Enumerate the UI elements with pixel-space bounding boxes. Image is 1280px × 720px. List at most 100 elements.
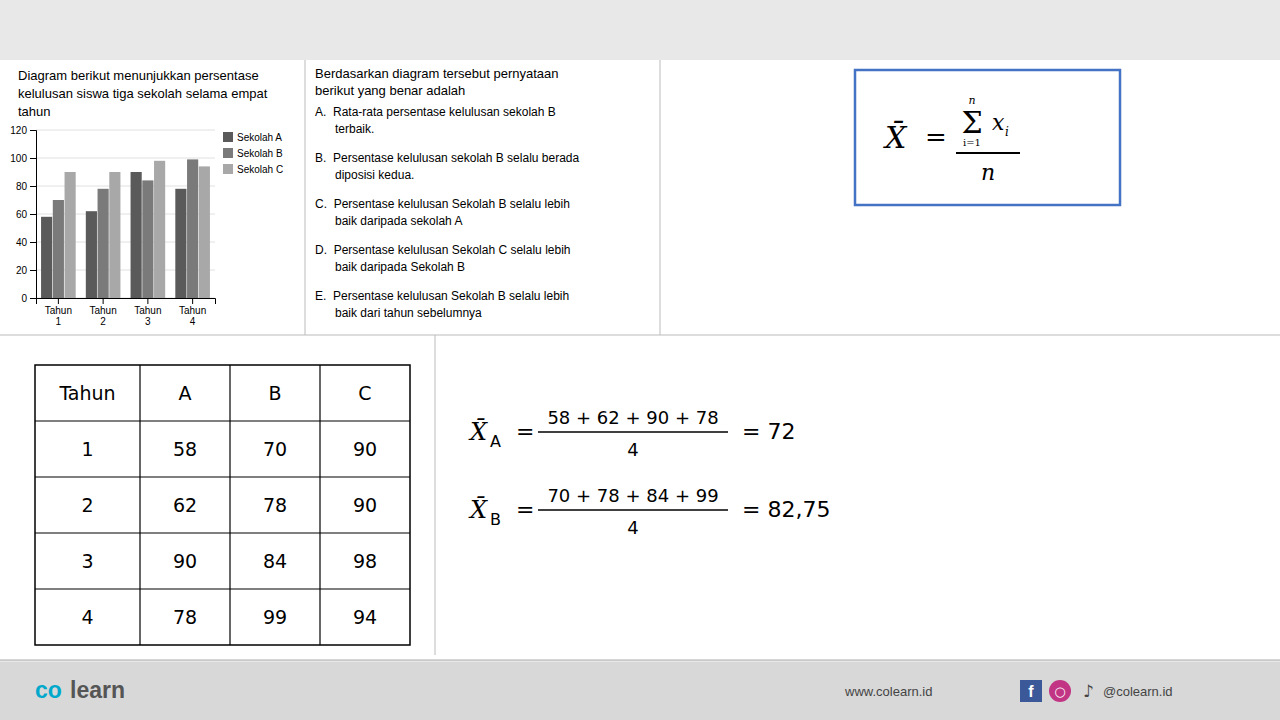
question: Berdasarkan diagram tersebut pernyataanb… xyxy=(315,66,559,98)
text-line: C. Persentase kelulusan Sekolah B selalu… xyxy=(315,197,570,211)
formula-sum-symbol: Σ xyxy=(961,105,982,140)
website: www.colearn.id xyxy=(844,684,932,699)
mean-symbol: X̄ xyxy=(468,418,488,446)
y-tick-mark xyxy=(30,214,36,215)
text-line: Tahun xyxy=(90,305,117,316)
instagram-glyph: ○ xyxy=(1054,684,1065,699)
text-line: baik dari tahun sebelumnya xyxy=(315,306,482,320)
y-tick: 40 xyxy=(16,237,36,248)
x-tick: Tahun2 xyxy=(90,298,117,327)
y-tick-label: 60 xyxy=(16,209,28,220)
y-axis: 0 20 40 60 80 100 120 xyxy=(10,125,36,304)
divider xyxy=(305,60,306,335)
mean-equals: = xyxy=(516,419,534,444)
legend-swatch xyxy=(223,148,233,158)
x-tick-mark xyxy=(192,298,193,304)
formula-equals: = xyxy=(925,122,947,152)
text-line: Tahun xyxy=(45,305,72,316)
text-line: B. Persentase kelulusan sekolah B selalu… xyxy=(315,151,579,165)
y-tick-mark xyxy=(30,130,36,131)
divider xyxy=(435,335,436,655)
bar xyxy=(199,166,210,298)
table: TahunABC1587090262789039084984789994 xyxy=(35,365,410,645)
means: X̄A=58 + 62 + 90 + 784= 72X̄B=70 + 78 + … xyxy=(468,407,830,538)
formula-lhs: X̄ xyxy=(883,120,908,155)
table-header: C xyxy=(358,382,371,404)
bar-chart: 020406080100120Tahun1Tahun2Tahun3Tahun4 xyxy=(10,125,215,327)
x-axis-line xyxy=(37,299,216,305)
legend-swatch xyxy=(223,132,233,142)
instagram-icon xyxy=(1049,680,1071,702)
x-axis: Tahun1Tahun2Tahun3Tahun4 xyxy=(37,298,216,327)
content-background xyxy=(0,60,1280,660)
table-cell: 90 xyxy=(173,550,197,572)
fraction-line xyxy=(538,431,728,433)
divider xyxy=(0,335,1280,336)
bar xyxy=(41,217,52,298)
footer-divider xyxy=(0,660,1280,661)
table-header: A xyxy=(179,382,192,404)
y-tick: 80 xyxy=(16,181,36,192)
fraction-line xyxy=(956,152,1020,154)
option: A. Rata-rata persentase kelulusan sekola… xyxy=(315,105,556,136)
y-tick-label: 100 xyxy=(10,153,27,164)
legend-item: Sekolah A xyxy=(223,132,282,143)
brand-first: co xyxy=(35,677,62,703)
tiktok-glyph: ♪ xyxy=(1083,681,1094,701)
text-line: Diagram berikut menunjukkan persentase xyxy=(18,68,259,83)
table-cell: 2 xyxy=(81,494,93,516)
table-cell: 98 xyxy=(353,550,377,572)
table-frame xyxy=(35,365,410,645)
y-tick: 60 xyxy=(16,209,36,220)
y-tick-mark xyxy=(30,270,36,271)
table-col-line xyxy=(139,365,140,645)
formula-term: x xyxy=(992,110,1005,135)
mean-subscript: A xyxy=(490,432,501,451)
table-cell: 78 xyxy=(173,606,197,628)
text-line: 3 xyxy=(145,316,151,327)
table-cell: 84 xyxy=(263,550,287,572)
formula-denominator: n xyxy=(981,160,995,185)
formula-box: X̄=nΣi=1xin xyxy=(855,70,1120,205)
y-tick: 20 xyxy=(16,265,36,276)
table-header: B xyxy=(268,382,281,404)
y-tick-label: 120 xyxy=(10,125,27,136)
y-tick-mark xyxy=(30,158,36,159)
facebook-letter: f xyxy=(1028,683,1034,700)
bar xyxy=(187,159,198,298)
y-tick: 100 xyxy=(10,153,36,164)
mean-subscript: B xyxy=(490,510,501,529)
text-line: A. Rata-rata persentase kelulusan sekola… xyxy=(315,105,556,119)
text-line: kelulusan siswa tiga sekolah selama empa… xyxy=(18,86,268,101)
mean-denominator: 4 xyxy=(627,517,638,538)
bar xyxy=(131,172,142,298)
x-tick-label: Tahun3 xyxy=(134,305,161,327)
text-line: E. Persentase kelulusan Sekolah B selalu… xyxy=(315,289,569,303)
fraction-line xyxy=(538,509,728,511)
bar xyxy=(98,189,109,298)
table-cell: 70 xyxy=(263,438,287,460)
table-header: Tahun xyxy=(58,382,115,404)
table-cell: 4 xyxy=(81,606,93,628)
x-tick-mark xyxy=(103,298,104,304)
formula-term-index: i xyxy=(1005,125,1009,139)
y-tick: 0 xyxy=(21,293,36,304)
bar xyxy=(109,172,120,298)
page: Diagram berikut menunjukkan persentase ke… xyxy=(0,0,1280,720)
social-handle: @colearn.id xyxy=(1103,684,1173,699)
y-tick-label: 0 xyxy=(21,293,27,304)
x-tick-mark xyxy=(58,298,59,304)
table-col-line xyxy=(229,365,230,645)
bar xyxy=(53,200,64,298)
text-line: D. Persentase kelulusan Sekolah C selalu… xyxy=(315,243,570,257)
table-cell: 58 xyxy=(173,438,197,460)
text-line: Berdasarkan diagram tersebut pernyataan xyxy=(315,66,559,81)
y-tick: 120 xyxy=(10,125,36,136)
x-tick: Tahun4 xyxy=(179,298,206,327)
y-tick-mark xyxy=(30,242,36,243)
option: E. Persentase kelulusan Sekolah B selalu… xyxy=(315,289,569,320)
y-tick-label: 40 xyxy=(16,237,28,248)
text-line: baik daripada sekolah A xyxy=(315,214,462,228)
grid-line xyxy=(36,130,215,131)
table-row-line xyxy=(35,420,410,421)
